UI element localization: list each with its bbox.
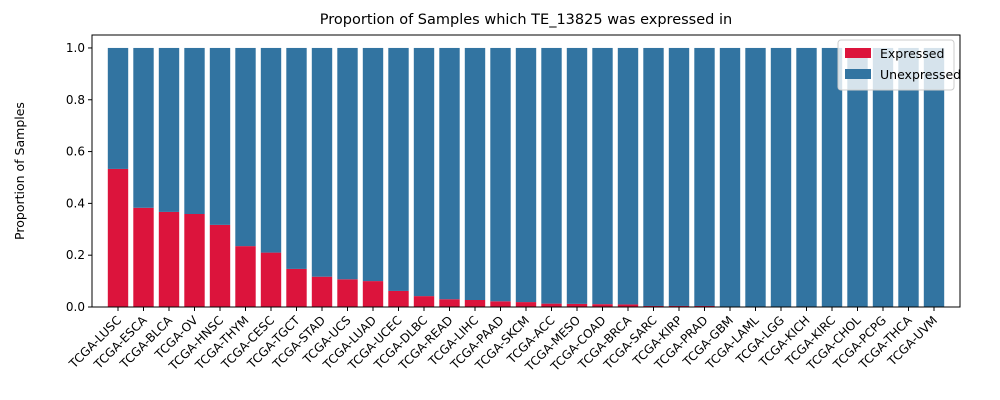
bar-unexpressed-tcga-stad	[311, 47, 333, 277]
bar-unexpressed-tcga-kich	[796, 47, 817, 307]
bar-expressed-tcga-luad	[362, 281, 384, 307]
bar-unexpressed-tcga-coad	[592, 47, 613, 305]
bar-unexpressed-tcga-paad	[490, 47, 511, 302]
bar-expressed-tcga-dlbc	[413, 296, 435, 307]
bar-expressed-tcga-acc	[541, 303, 562, 307]
bar-unexpressed-tcga-thca	[898, 47, 919, 307]
bar-unexpressed-tcga-cesc	[260, 47, 282, 253]
bar-expressed-tcga-blca	[158, 211, 180, 307]
bar-unexpressed-tcga-blca	[158, 47, 180, 212]
legend-swatch-unexpressed	[845, 69, 871, 79]
bar-expressed-tcga-brca	[617, 304, 639, 307]
bar-expressed-tcga-kirp	[668, 305, 690, 307]
bar-unexpressed-tcga-prad	[694, 47, 715, 306]
bar-expressed-tcga-sarc	[643, 305, 664, 307]
bar-unexpressed-tcga-dlbc	[413, 47, 435, 297]
bar-unexpressed-tcga-ucec	[388, 47, 409, 291]
bar-unexpressed-tcga-pcpg	[872, 47, 894, 307]
bar-unexpressed-tcga-thym	[235, 47, 256, 247]
bar-expressed-tcga-tgct	[286, 268, 307, 307]
bar-unexpressed-tcga-kirp	[668, 47, 690, 306]
bar-expressed-tcga-prad	[694, 305, 715, 307]
y-tick-label: 0.0	[66, 300, 85, 314]
bar-unexpressed-tcga-esca	[133, 47, 154, 208]
bar-expressed-tcga-read	[439, 299, 460, 307]
bar-expressed-tcga-hnsc	[209, 224, 231, 307]
y-tick-label: 1.0	[66, 41, 85, 55]
bar-expressed-tcga-ucs	[337, 279, 358, 307]
bar-expressed-tcga-lihc	[464, 300, 486, 307]
bar-unexpressed-tcga-acc	[541, 47, 562, 304]
bar-unexpressed-tcga-lusc	[107, 47, 129, 169]
bars-group	[107, 47, 945, 307]
bar-unexpressed-tcga-lihc	[464, 47, 486, 301]
bar-unexpressed-tcga-luad	[362, 47, 384, 282]
bar-expressed-tcga-ucec	[388, 290, 409, 307]
y-tick-label: 0.2	[66, 248, 85, 262]
bar-unexpressed-tcga-laml	[745, 47, 766, 307]
legend-label-unexpressed: Unexpressed	[880, 67, 961, 82]
bar-unexpressed-tcga-chol	[847, 47, 868, 307]
y-axis: 0.0 0.2 0.4 0.6 0.8 1.0	[66, 41, 92, 314]
bar-unexpressed-tcga-meso	[566, 47, 588, 304]
bar-expressed-tcga-thym	[235, 246, 256, 307]
bar-unexpressed-tcga-sarc	[643, 47, 664, 306]
chart-title: Proportion of Samples which TE_13825 was…	[320, 12, 732, 28]
bar-expressed-tcga-coad	[592, 304, 613, 307]
y-tick-label: 0.4	[66, 196, 85, 210]
bar-expressed-tcga-paad	[490, 301, 511, 307]
legend-swatch-expressed	[845, 48, 871, 58]
legend[interactable]: Expressed Unexpressed	[837, 39, 961, 91]
bar-expressed-tcga-meso	[566, 303, 588, 307]
bar-unexpressed-tcga-brca	[617, 47, 639, 305]
bar-unexpressed-tcga-ov	[184, 47, 205, 215]
bar-unexpressed-tcga-lgg	[770, 47, 792, 307]
bar-expressed-tcga-stad	[311, 276, 333, 307]
bar-unexpressed-tcga-kirc	[821, 47, 843, 307]
bar-unexpressed-tcga-hnsc	[209, 47, 231, 225]
bar-expressed-tcga-cesc	[260, 252, 282, 307]
bar-expressed-tcga-lusc	[107, 168, 129, 307]
bar-unexpressed-tcga-read	[439, 47, 460, 300]
bar-unexpressed-tcga-tgct	[286, 47, 307, 269]
bar-expressed-tcga-ov	[184, 214, 205, 307]
y-tick-label: 0.6	[66, 145, 85, 159]
bar-unexpressed-tcga-gbm	[719, 47, 741, 307]
x-axis: TCGA-LUSCTCGA-ESCATCGA-BLCATCGA-OVTCGA-H…	[66, 307, 940, 374]
y-axis-label: Proportion of Samples	[12, 102, 27, 240]
bar-unexpressed-tcga-uvm	[923, 47, 945, 307]
legend-label-expressed: Expressed	[880, 46, 944, 61]
y-tick-label: 0.8	[66, 93, 85, 107]
bar-expressed-tcga-skcm	[515, 302, 537, 307]
bar-unexpressed-tcga-skcm	[515, 47, 537, 303]
bar-unexpressed-tcga-ucs	[337, 47, 358, 280]
bar-expressed-tcga-esca	[133, 207, 154, 307]
